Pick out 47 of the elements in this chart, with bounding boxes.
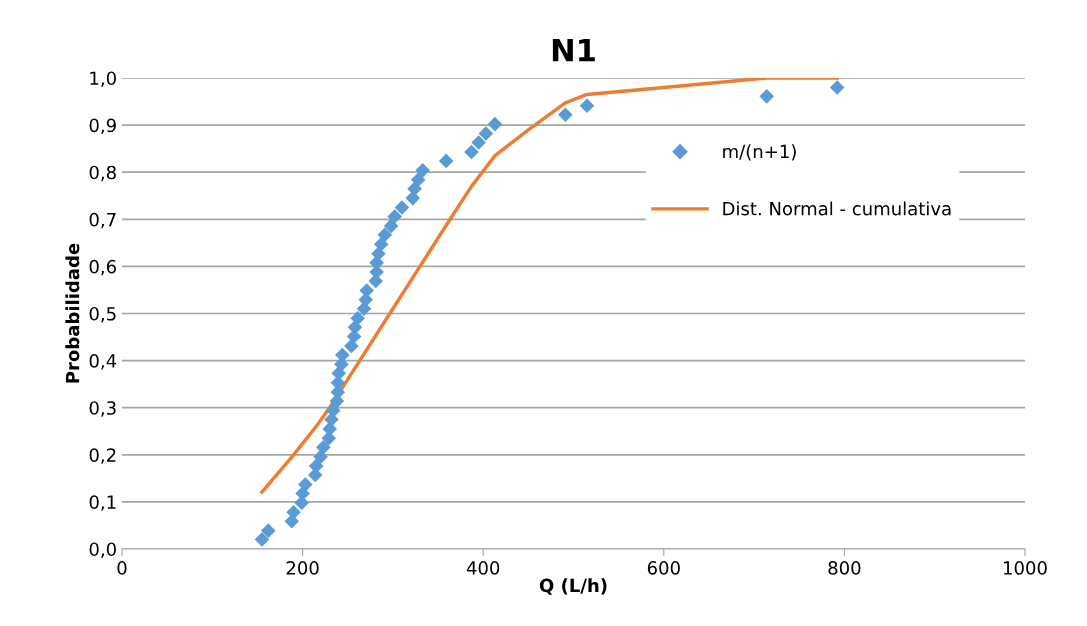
point bbox=[579, 98, 595, 114]
y-axis-title: Probabilidade bbox=[65, 243, 80, 383]
y-tick-label: 1,0 bbox=[90, 71, 116, 87]
legend-label: m/(n+1) bbox=[723, 144, 796, 161]
point bbox=[347, 319, 363, 335]
point bbox=[410, 172, 426, 188]
point bbox=[478, 126, 494, 141]
point bbox=[373, 236, 389, 252]
x-tick-label: 600 bbox=[647, 561, 680, 575]
y-tick-label: 0,0 bbox=[89, 542, 116, 558]
chart-title: N1 bbox=[552, 39, 595, 62]
point bbox=[377, 227, 393, 243]
y-tick-label: 0,2 bbox=[89, 448, 116, 464]
y-tick-label: 0,4 bbox=[89, 354, 117, 370]
point bbox=[350, 310, 365, 326]
legend-label: Dist. Normal - cumulativa bbox=[723, 201, 951, 216]
point bbox=[286, 504, 301, 520]
point bbox=[759, 89, 775, 104]
point bbox=[261, 523, 276, 538]
y-tick-label: 0,3 bbox=[89, 401, 116, 417]
y-tick-label: 0,9 bbox=[89, 118, 116, 135]
point bbox=[298, 477, 313, 492]
x-tick-label: 800 bbox=[828, 561, 861, 575]
point bbox=[407, 181, 422, 196]
point bbox=[487, 116, 503, 132]
point bbox=[438, 153, 454, 169]
point bbox=[415, 163, 430, 178]
x-axis-title: Q (L/h) bbox=[539, 578, 607, 595]
point bbox=[829, 80, 845, 95]
y-tick-label: 0,5 bbox=[89, 306, 116, 323]
point bbox=[316, 439, 331, 455]
point bbox=[394, 200, 410, 215]
point bbox=[387, 209, 402, 224]
y-tick-label: 0,8 bbox=[89, 165, 116, 182]
y-tick-label: 0,6 bbox=[89, 259, 116, 276]
x-tick-label: 1000 bbox=[1004, 561, 1047, 575]
x-tick-label: 200 bbox=[286, 561, 319, 575]
point bbox=[254, 532, 270, 547]
point bbox=[558, 107, 573, 123]
x-tick-label: 0 bbox=[117, 561, 127, 575]
x-tick-label: 400 bbox=[466, 561, 500, 575]
y-tick-label: 0,7 bbox=[89, 212, 116, 229]
point bbox=[471, 135, 486, 150]
y-tick-label: 0,1 bbox=[89, 495, 116, 511]
point bbox=[359, 283, 374, 298]
point bbox=[464, 144, 479, 160]
point bbox=[326, 403, 341, 418]
